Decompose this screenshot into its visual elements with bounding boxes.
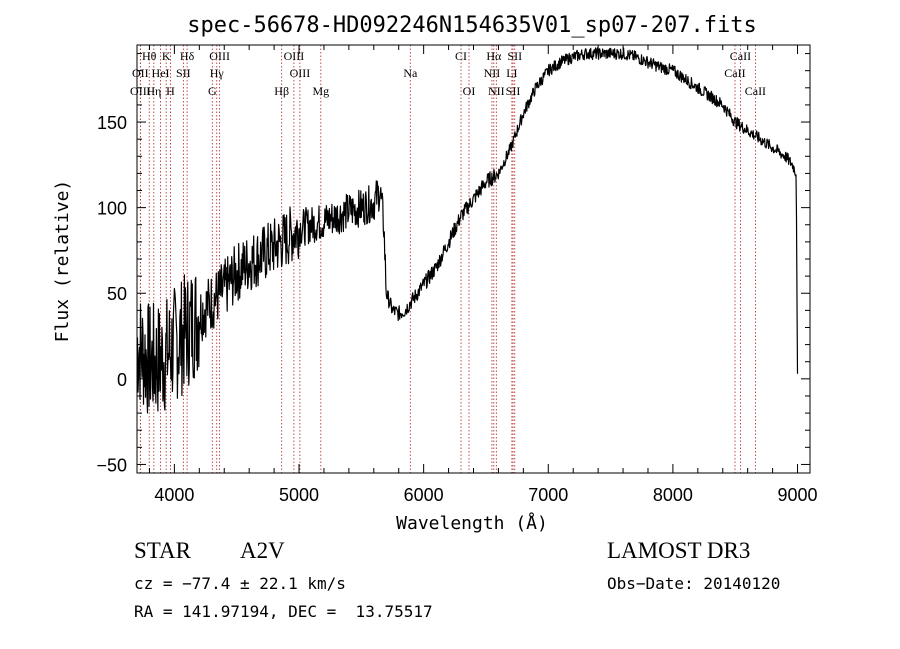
line-marker-label: Hα: [486, 49, 502, 63]
line-marker-label: SII: [507, 49, 522, 63]
line-marker-label: CaII: [745, 84, 766, 98]
line-marker-label: CI: [455, 49, 467, 63]
line-marker-label: NII: [484, 66, 501, 80]
spectral-subclass: A2V: [240, 538, 285, 563]
line-marker-label: OII: [132, 66, 149, 80]
x-tick-label: 5000: [279, 485, 319, 505]
survey-name: LAMOST DR3: [607, 538, 751, 563]
line-marker-label: Na: [403, 66, 418, 80]
line-marker-label: LI: [506, 66, 517, 80]
line-marker-label: CaII: [730, 49, 751, 63]
y-tick-label: −50: [96, 455, 127, 475]
redshift-readout: cz = −77.4 ± 22.1 km/s: [134, 574, 346, 593]
line-marker-label: SII: [176, 66, 191, 80]
emission-line-markers: [139, 45, 756, 473]
line-marker-label: Hθ: [142, 49, 157, 63]
y-tick-label: 0: [117, 370, 127, 390]
line-marker-label: G: [208, 84, 217, 98]
x-tick-label: 4000: [154, 485, 194, 505]
line-marker-label: OI: [463, 84, 476, 98]
y-tick-label: 150: [97, 113, 127, 133]
object-class: STAR: [134, 538, 191, 563]
x-tick-label: 7000: [528, 485, 568, 505]
line-marker-label: CaII: [724, 66, 745, 80]
axis-tick-labels: 4000 5000 6000 7000 8000 9000 −50 0 50 100 150: [96, 113, 817, 505]
observation-date: Obs−Date: 20140120: [607, 574, 781, 593]
line-marker-label: OIII: [130, 84, 151, 98]
line-marker-label: Hδ: [180, 49, 195, 63]
line-marker-label: SII: [506, 84, 521, 98]
y-axis-label: Flux (relative): [52, 180, 73, 343]
line-marker-label: NII: [488, 84, 505, 98]
line-marker-label: OIII: [290, 66, 311, 80]
x-axis-label: Wavelength (Å): [396, 512, 548, 534]
coordinates-readout: RA = 141.97194, DEC = 13.75517: [134, 602, 433, 621]
line-marker-label: Hβ: [274, 84, 289, 98]
emission-line-labels: Hθ K Hδ OIII OIII CI Hα SII CaII OII HeI SII Hγ OIII N…: [130, 49, 766, 98]
axis-ticks: [137, 45, 810, 473]
line-marker-label: HeI: [152, 66, 170, 80]
line-marker-label: Hη: [146, 84, 161, 98]
y-tick-label: 100: [97, 199, 127, 219]
line-marker-label: Hγ: [210, 66, 225, 80]
line-marker-label: OIII: [284, 49, 305, 63]
x-tick-label: 8000: [653, 485, 693, 505]
spectrum-line: [136, 47, 799, 414]
chart-title: spec-56678-HD092246N154635V01_sp07-207.f…: [187, 13, 757, 38]
y-tick-label: 50: [107, 284, 127, 304]
line-marker-label: Mg: [312, 84, 329, 98]
line-marker-label: K: [162, 49, 171, 63]
x-tick-label: 9000: [778, 485, 818, 505]
line-marker-label: OIII: [209, 49, 230, 63]
line-marker-label: H: [166, 84, 175, 98]
plot-frame: [136, 44, 811, 474]
x-tick-label: 6000: [404, 485, 444, 505]
